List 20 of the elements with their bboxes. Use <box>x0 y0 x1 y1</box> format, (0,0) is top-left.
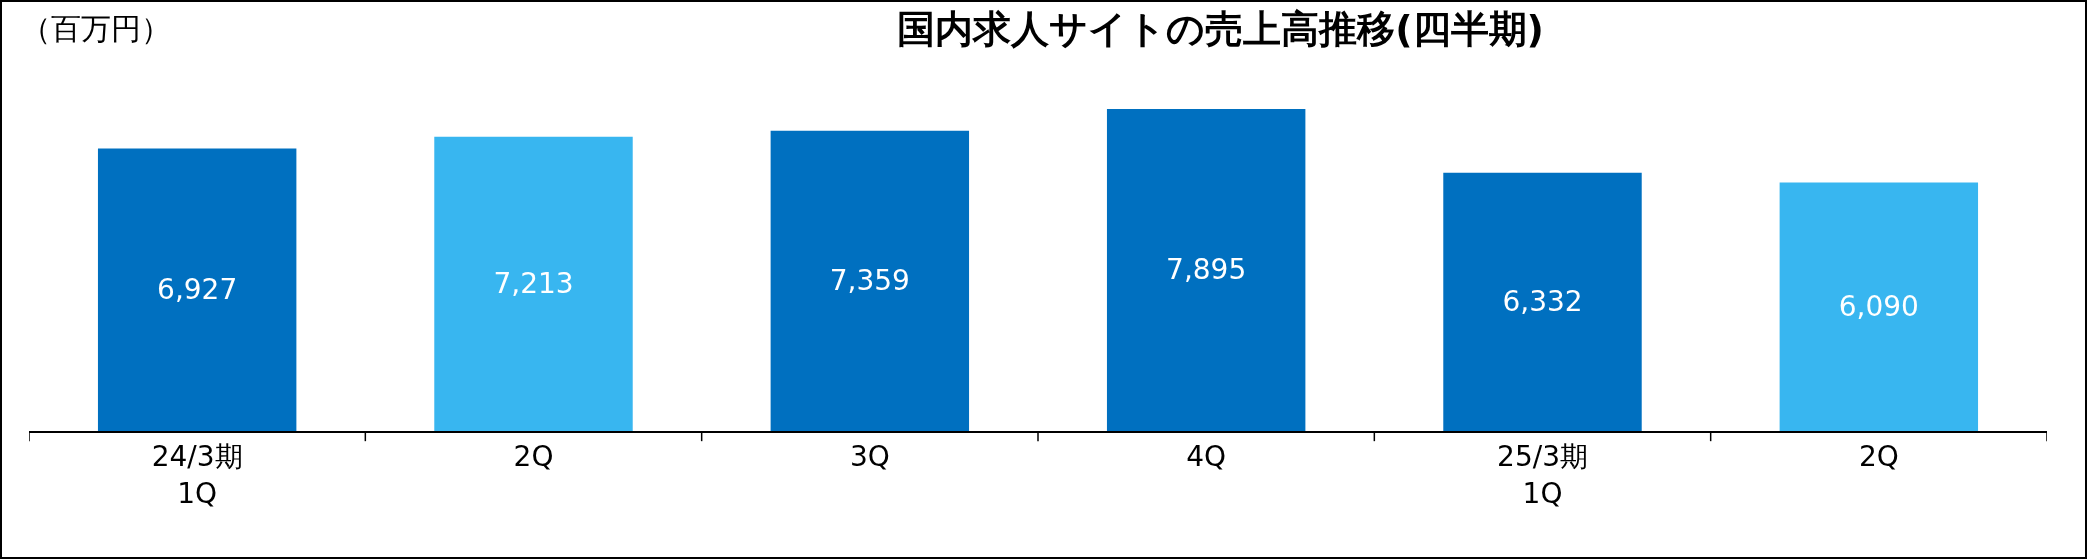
x-tick-label: 3Q <box>849 440 890 474</box>
x-tick-label: 4Q <box>1186 440 1227 474</box>
x-tick-label: 2Q <box>1858 440 1899 474</box>
bar <box>1443 172 1642 431</box>
data-label: 6,090 <box>1838 290 1919 324</box>
bar <box>1779 182 1979 431</box>
data-label: 6,332 <box>1502 285 1583 319</box>
y-axis-title: （百万円） <box>21 11 171 46</box>
data-label: 7,213 <box>493 267 574 301</box>
data-label: 7,359 <box>829 264 910 298</box>
bar <box>97 148 297 431</box>
data-label: 6,927 <box>157 273 238 307</box>
data-label: 7,895 <box>1166 253 1247 287</box>
chart-title: 国内求人サイトの売上高推移(四半期) <box>897 7 1544 52</box>
bar <box>770 130 970 431</box>
x-tick-label: 25/3期 1Q <box>1497 440 1588 510</box>
bar <box>1106 108 1306 431</box>
x-tick-label: 24/3期 1Q <box>151 440 243 510</box>
x-tick-label: 2Q <box>513 440 554 474</box>
bar <box>434 136 633 431</box>
